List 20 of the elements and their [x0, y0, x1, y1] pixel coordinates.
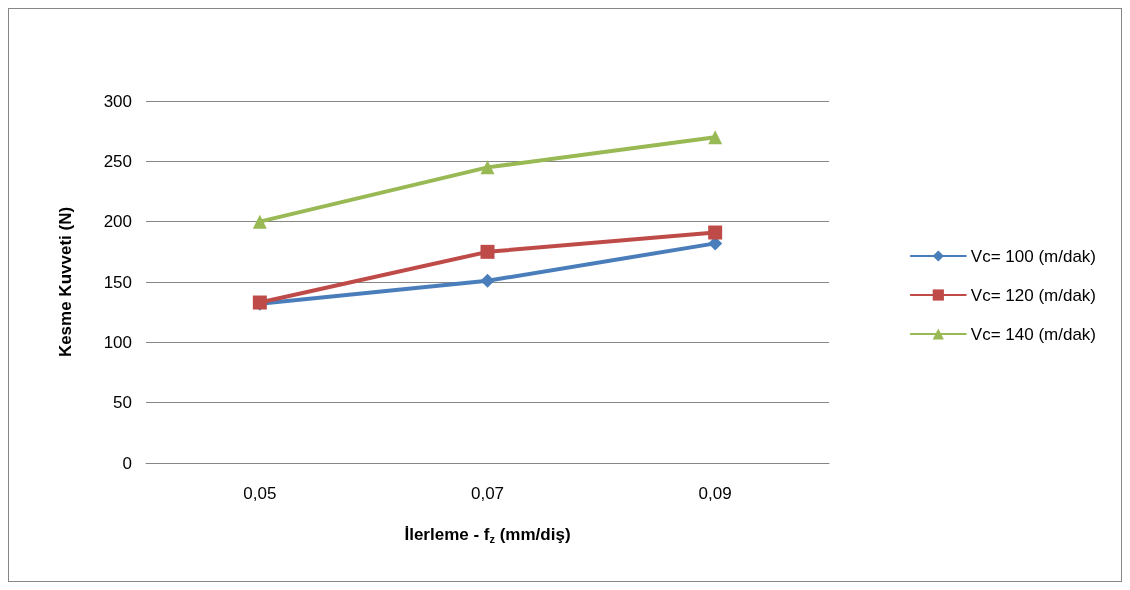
x-tick-label: 0,07: [470, 484, 505, 503]
legend-label: Vc= 100 (m/dak): [970, 246, 1097, 266]
legend-label: Vc= 140 (m/dak): [970, 324, 1097, 344]
point: [480, 160, 495, 175]
point: [708, 225, 723, 240]
point: [480, 244, 495, 259]
point: [708, 130, 723, 145]
y-tick-label: 50: [113, 393, 132, 413]
point: [252, 214, 267, 229]
x-tick-label: 0,09: [698, 484, 732, 503]
y-tick-label: 250: [103, 151, 132, 171]
y-tick-label: 0: [122, 453, 132, 473]
y-tick-label: 100: [103, 332, 132, 352]
y-tick-label: 200: [103, 212, 132, 232]
point: [480, 273, 495, 288]
x-tick-label: 0,05: [243, 484, 277, 503]
y-tick-label: 300: [103, 91, 132, 111]
y-axis-title: Kesme Kuvveti (N): [56, 206, 75, 358]
legend-label: Vc= 120 (m/dak): [970, 285, 1097, 305]
y-tick-label: 150: [103, 272, 132, 292]
